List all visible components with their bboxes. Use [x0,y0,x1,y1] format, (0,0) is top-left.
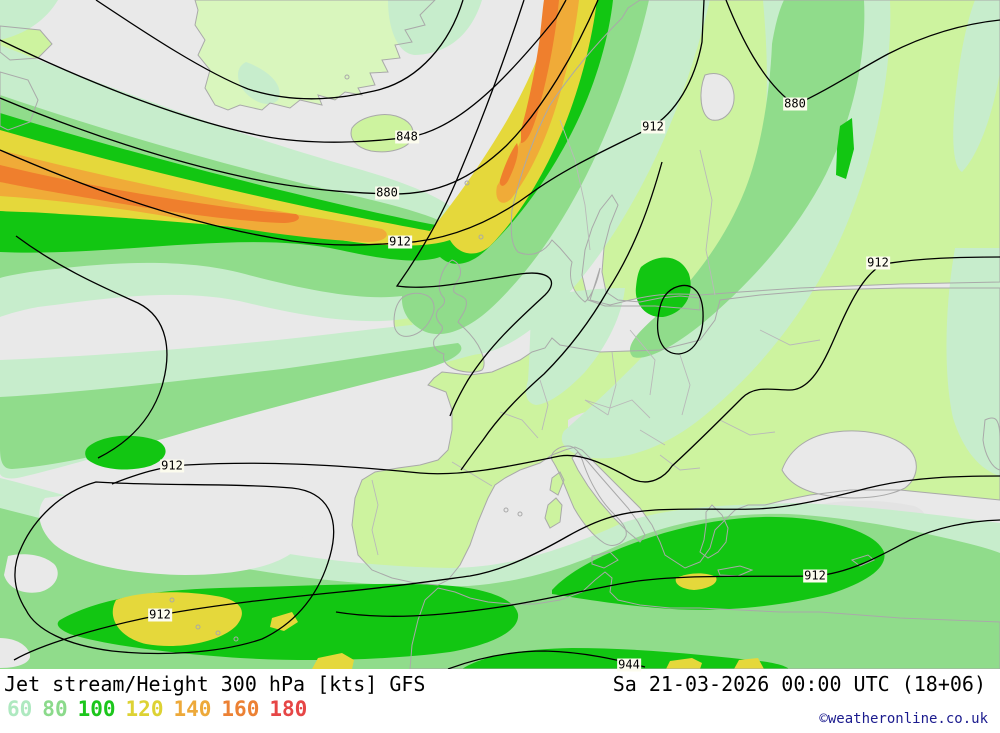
map-title: Jet stream/Height 300 hPa [kts] GFS [4,672,426,696]
legend-value: 160 [221,697,260,721]
contour-line-trough2 [460,161,663,471]
contour-line-trough [395,0,553,417]
contour-line-low-oval [14,481,335,655]
legend-value: 100 [77,697,116,721]
coastlines [0,0,1000,670]
wind-speed-legend: 60 80 100 120 140 160 180 [7,697,317,721]
country-borders [371,119,821,556]
legend-value: 140 [173,697,212,721]
contour-line-912-mid [335,519,1000,617]
contour-label: 848 [395,129,419,144]
copyright-link[interactable]: ©weatheronline.co.uk [819,711,988,727]
legend-value: 60 [7,697,33,721]
contour-line-912-south [13,475,1000,661]
contour-label: 912 [803,568,827,583]
legend-value: 120 [125,697,164,721]
height-contours [0,0,1000,670]
contour-label: 880 [783,96,807,111]
contour-label: 880 [375,185,399,200]
jet-stream-map-svg [0,0,1000,670]
contour-line-closed-low [656,284,704,355]
legend-value: 80 [42,697,68,721]
contour-label: 912 [388,234,412,249]
calm-pockets [0,491,304,668]
legend-value: 180 [269,697,308,721]
forecast-datetime: Sa 21-03-2026 00:00 UTC (18+06) [612,672,986,696]
contour-label: 912 [866,255,890,270]
contour-line [95,0,464,100]
contour-line-880-east [725,0,1000,106]
contour-line-912-grand [111,256,1000,485]
map-canvas: 848 880 912 912 880 912 912 912 912 944 [0,0,1000,672]
caption-row: Jet stream/Height 300 hPa [kts] GFS Sa 2… [0,670,1000,698]
contour-line-c [15,235,168,459]
contour-label: 912 [148,607,172,622]
jet-band-160 [0,0,559,223]
contour-label: 912 [160,458,184,473]
contour-label: 912 [641,119,665,134]
contour-label: 944 [617,657,641,672]
